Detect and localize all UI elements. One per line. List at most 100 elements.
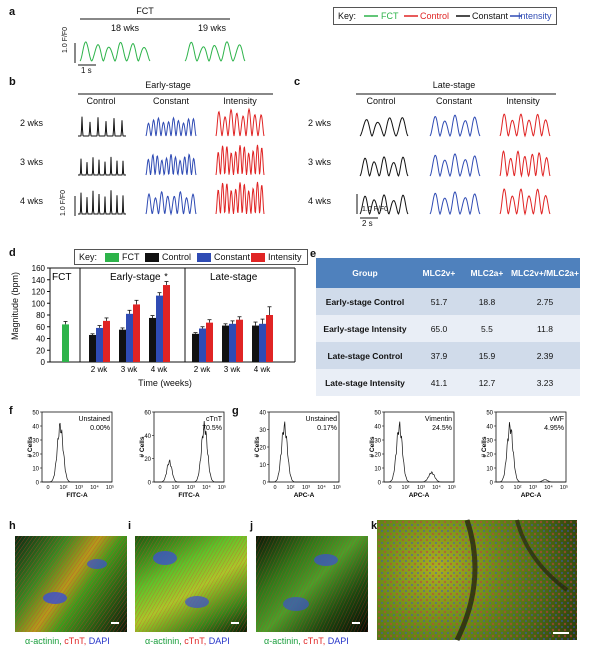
caption-dapi: DAPI (208, 636, 230, 646)
flow-label: Unstained (305, 416, 337, 423)
bar-late-3wk (222, 325, 229, 362)
panel-b-row-2wks: 2 wks (20, 118, 44, 128)
trace-c-constant-3wks (429, 153, 481, 178)
y-tick-label: 50 (374, 411, 381, 417)
trace-b-control-2wks (78, 116, 126, 137)
caption-ctnt: cTnT, (184, 636, 207, 646)
x-tick-label: 10⁵ (106, 484, 114, 491)
y-tick-label: 10 (374, 467, 381, 473)
x-tick-label: 10⁵ (448, 484, 456, 491)
flow-percent: 24.5% (432, 425, 452, 432)
panel-label-i: i (128, 520, 132, 532)
caption-h: α-actinin, cTnT, DAPI (25, 636, 110, 646)
y-tick-label: 40 (486, 425, 493, 431)
panel-a-title-line (80, 18, 230, 20)
panel-a-xscale-bar (78, 64, 96, 66)
x-tick-label: 10² (402, 485, 410, 491)
y-tick-label: 100 (32, 299, 46, 308)
trace-b-constant-3wks (145, 153, 197, 176)
trace-b-control-3wks (78, 156, 126, 176)
y-tick-label: 0 (378, 481, 382, 487)
trace-fct-18wks (79, 41, 151, 62)
y-tick-label: 160 (32, 264, 46, 273)
y-tick-label: 10 (32, 467, 39, 473)
x-tick-label: 0 (46, 485, 49, 491)
x-tick-label: 4 wk (254, 365, 271, 374)
trace-c-intensity-2wks (499, 113, 551, 138)
y-tick-label: 0 (490, 481, 494, 487)
micrograph-j (256, 536, 368, 632)
histogram-curve (269, 421, 339, 483)
y-tick-label: 60 (36, 323, 45, 332)
table-cell: 41.1 (413, 369, 464, 396)
y-tick-label: 10 (259, 463, 266, 469)
mlc2-table: Group MLC2v+ MLC2a+ MLC2v+/MLC2a+ Early-… (316, 258, 580, 396)
trace-b-control-4wks (78, 190, 126, 215)
histogram-curve (154, 420, 224, 483)
micrograph-h (15, 536, 127, 632)
significance-star: * (164, 272, 168, 282)
key-fct: FCT (381, 11, 399, 21)
trace-b-constant-4wks (145, 191, 197, 216)
table-row: Early-stage Control 51.7 18.8 2.75 (316, 288, 580, 315)
panel-label-e: e (310, 248, 317, 260)
x-tick-label: 10⁵ (560, 484, 568, 491)
trace-b-intensity-2wks (215, 107, 265, 137)
table-cell: Early-stage Control (316, 288, 414, 315)
flow-plot-f-unstained: 0 10 20 30 40 50 0 10² 10³ 10⁴ 10⁵ Unstained 0.00% FI… (27, 410, 114, 500)
caption-j: α-actinin, cTnT, DAPI (264, 636, 349, 646)
flow-xlabel: FITC-A (178, 492, 200, 499)
trace-fct-19wks (184, 41, 246, 62)
trace-c-constant-4wks (429, 191, 481, 216)
caption-alpha-actinin: α-actinin, (25, 636, 62, 646)
flow-plot-g-vimentin: 0 10 20 30 40 50 0 10² 10³ 10⁴ 10⁵ Vimentin 24.5% APC… (369, 410, 456, 500)
table-cell: 18.8 (463, 288, 510, 315)
panel-c-col-control: Control (366, 96, 396, 106)
table-row: Late-stage Control 37.9 15.9 2.39 (316, 342, 580, 369)
legend-swatch-intensity (251, 253, 265, 262)
y-tick-label: 30 (259, 428, 266, 434)
x-tick-label: 2 wk (194, 365, 211, 374)
y-tick-label: 80 (36, 311, 45, 320)
bar-late-2wk (192, 333, 199, 362)
y-tick-label: 30 (32, 439, 39, 445)
x-tick-label: 10³ (302, 485, 310, 491)
x-tick-label: 0 (273, 485, 276, 491)
trace-b-intensity-3wks (215, 144, 265, 176)
panel-b-col-intensity: Intensity (223, 96, 257, 106)
legend-constant: Constant (214, 252, 251, 262)
x-tick-label: 10⁵ (333, 484, 341, 491)
panel-b-row-3wks: 3 wks (20, 157, 44, 167)
y-tick-label: 10 (486, 467, 493, 473)
y-tick-label: 0 (148, 481, 152, 487)
bar-early-3wk (133, 304, 140, 362)
panel-label-d: d (9, 247, 16, 259)
panel-label-c: c (294, 76, 301, 88)
flow-ylabel: # Cells (481, 436, 488, 457)
micrograph-i (135, 536, 247, 632)
flow-plot-f-ctnt: 0 20 40 60 0 10² 10³ 10⁴ 10⁵ cTnT 70.5% FITC-A # Cel… (139, 410, 226, 500)
trace-c-control-3wks (359, 156, 409, 177)
caption-dapi: DAPI (88, 636, 110, 646)
bar-legend-title: Key: (79, 252, 98, 262)
flow-percent: 0.17% (317, 425, 337, 432)
flow-label: vWF (550, 416, 564, 423)
key-constant: Constant (472, 11, 509, 21)
y-tick-label: 40 (144, 434, 151, 440)
y-tick-label: 0 (41, 358, 46, 367)
bar-chart-ylabel: Magnitude (bpm) (10, 271, 20, 340)
flow-percent: 4.95% (544, 425, 564, 432)
caption-alpha-actinin: α-actinin, (264, 636, 301, 646)
trace-c-intensity-4wks (499, 188, 551, 216)
trace-b-intensity-4wks (215, 181, 265, 215)
bar-early-4wk (149, 317, 156, 362)
table-cell: 65.0 (413, 315, 464, 342)
panel-a-yscale: 1.0 F/F0 (62, 26, 69, 53)
section-label: Late-stage (210, 272, 258, 283)
flow-label: Unstained (78, 416, 110, 423)
legend-swatch-control (145, 253, 159, 262)
bar-late-4wk (266, 315, 273, 362)
x-tick-label: 10⁴ (432, 484, 441, 491)
top-key-box: Key: FCT Control Constant Intensity (333, 7, 557, 25)
trace-c-control-2wks (359, 117, 409, 137)
